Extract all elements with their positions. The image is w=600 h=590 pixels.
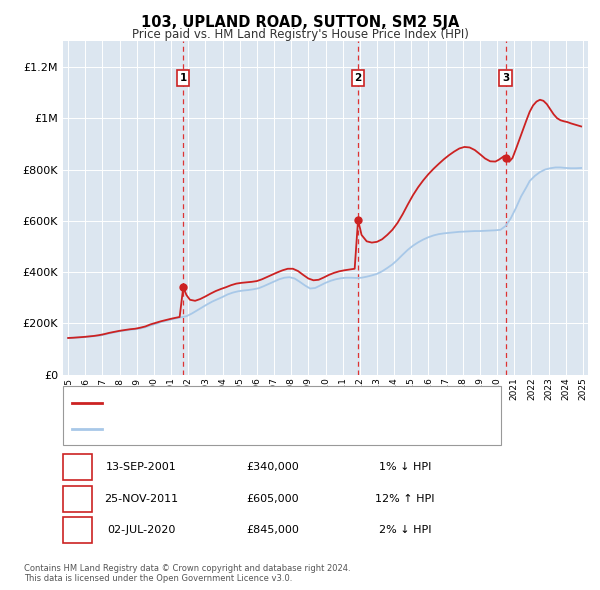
Text: £340,000: £340,000 [247,463,299,472]
Text: 02-JUL-2020: 02-JUL-2020 [107,525,175,535]
Text: 12% ↑ HPI: 12% ↑ HPI [375,494,435,503]
Text: 1: 1 [179,73,187,83]
Text: HPI: Average price, detached house, Sutton: HPI: Average price, detached house, Sutt… [108,424,335,434]
Text: 2% ↓ HPI: 2% ↓ HPI [379,525,431,535]
Text: Contains HM Land Registry data © Crown copyright and database right 2024.
This d: Contains HM Land Registry data © Crown c… [24,563,350,583]
Text: Price paid vs. HM Land Registry's House Price Index (HPI): Price paid vs. HM Land Registry's House … [131,28,469,41]
Text: 103, UPLAND ROAD, SUTTON, SM2 5JA (detached house): 103, UPLAND ROAD, SUTTON, SM2 5JA (detac… [108,398,403,408]
Text: 2: 2 [355,73,362,83]
Text: 3: 3 [74,525,81,535]
Text: 2: 2 [74,494,81,503]
Text: 1% ↓ HPI: 1% ↓ HPI [379,463,431,472]
Text: £605,000: £605,000 [247,494,299,503]
Text: 3: 3 [502,73,509,83]
Text: 103, UPLAND ROAD, SUTTON, SM2 5JA: 103, UPLAND ROAD, SUTTON, SM2 5JA [141,15,459,30]
Text: 13-SEP-2001: 13-SEP-2001 [106,463,176,472]
Text: 25-NOV-2011: 25-NOV-2011 [104,494,178,503]
Text: £845,000: £845,000 [247,525,299,535]
Text: 1: 1 [74,463,81,472]
